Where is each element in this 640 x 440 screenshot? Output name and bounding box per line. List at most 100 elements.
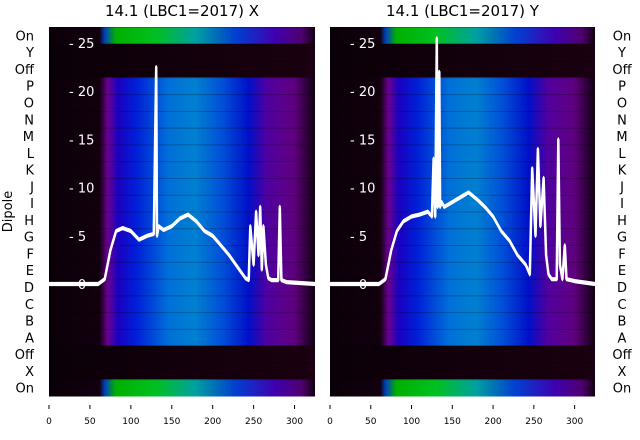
heatmap-row — [330, 295, 595, 313]
heatmap-row — [330, 177, 595, 196]
row-label: I — [620, 197, 624, 212]
heatmap-row — [330, 278, 595, 296]
x-tick-label: 300 — [566, 417, 583, 427]
row-divider — [330, 94, 595, 96]
overlay-y-tick-label: - 25 — [350, 37, 375, 52]
row-divider — [49, 328, 315, 330]
row-label: F — [618, 247, 625, 262]
row-divider — [330, 43, 595, 45]
overlay-line — [49, 67, 316, 287]
heatmap-row — [49, 60, 315, 78]
row-divider — [330, 211, 595, 213]
row-label: L — [27, 147, 35, 162]
x-tick-label: 100 — [403, 417, 420, 427]
x-tick-label: 250 — [525, 417, 542, 427]
row-label: On — [613, 29, 631, 44]
row-divider — [330, 312, 595, 314]
heatmap-row — [49, 161, 315, 179]
row-label: Off — [15, 63, 35, 78]
row-divider — [49, 43, 315, 45]
row-divider — [330, 228, 595, 230]
row-divider — [49, 27, 315, 28]
x-tick-label: 150 — [444, 417, 461, 427]
row-divider — [49, 228, 315, 230]
heatmap-row — [330, 60, 595, 78]
row-label: G — [24, 231, 34, 246]
heatmap-row — [330, 228, 595, 246]
heatmap-row — [49, 295, 315, 313]
x-tick-label: 100 — [122, 417, 139, 427]
row-divider — [49, 177, 315, 179]
x-tick-label: 150 — [163, 417, 180, 427]
row-divider — [49, 345, 315, 347]
heatmap-row — [49, 177, 315, 196]
row-label: B — [25, 315, 34, 330]
row-label: P — [26, 80, 34, 95]
heatmap-row — [330, 312, 595, 330]
row-label: E — [26, 264, 34, 279]
heatmap-row — [49, 110, 315, 129]
overlay-y-tick-label: - 5 — [350, 230, 367, 245]
row-label: Off — [612, 348, 632, 363]
row-divider — [49, 77, 315, 79]
heatmap-row — [330, 362, 595, 380]
row-label: P — [618, 80, 626, 95]
row-label: E — [618, 264, 626, 279]
row-divider — [49, 245, 315, 247]
heatmap-row — [49, 278, 315, 296]
row-divider — [49, 161, 315, 163]
row-label: I — [30, 197, 34, 212]
heatmap-row — [330, 77, 595, 95]
heatmap-row — [49, 144, 315, 162]
row-label: K — [25, 164, 34, 179]
row-label: X — [25, 365, 34, 380]
heatmap-row — [49, 312, 315, 330]
row-label: O — [24, 96, 34, 111]
row-divider — [49, 110, 315, 112]
heatmap-row — [330, 211, 595, 229]
heatmap-row — [330, 261, 595, 280]
row-label: On — [16, 382, 34, 397]
heatmap-row — [330, 127, 595, 145]
row-divider — [330, 144, 595, 146]
heatmap-row — [330, 94, 595, 112]
heatmap-row — [49, 379, 315, 397]
heatmap-row — [49, 345, 315, 363]
row-label: A — [618, 331, 627, 346]
row-divider — [49, 312, 315, 314]
row-divider — [330, 278, 595, 280]
x-tick-label: 200 — [484, 417, 501, 427]
row-label: J — [29, 180, 34, 195]
overlay-y-tick-label: - 20 — [350, 85, 375, 100]
heatmap-row — [49, 77, 315, 95]
overlay-y-tick-label: - 5 — [69, 230, 86, 245]
heatmap-row — [49, 362, 315, 380]
row-divider — [330, 77, 595, 79]
row-label: Y — [25, 46, 34, 61]
row-divider — [330, 245, 595, 247]
row-label: F — [27, 247, 34, 262]
row-label: C — [25, 298, 34, 313]
x-tick-label: 50 — [84, 417, 96, 427]
row-label: On — [613, 382, 631, 397]
row-label: N — [24, 113, 34, 128]
heatmap-row — [49, 245, 315, 263]
overlay-y-tick-label: - 15 — [350, 133, 375, 148]
row-divider — [49, 60, 315, 62]
row-label: Y — [617, 46, 626, 61]
row-divider — [330, 110, 595, 112]
row-divider — [49, 295, 315, 297]
row-label: M — [23, 130, 34, 145]
heatmap-row — [49, 211, 315, 229]
x-tick-label: 50 — [365, 417, 377, 427]
heatmap-row — [49, 94, 315, 112]
row-divider — [49, 127, 315, 129]
heatmap-row — [49, 328, 315, 347]
row-divider — [330, 345, 595, 347]
heatmap-row — [330, 110, 595, 129]
row-label: A — [25, 331, 34, 346]
heatmap-row — [49, 228, 315, 246]
row-divider — [330, 295, 595, 297]
overlay-y-tick-label: - 25 — [69, 37, 94, 52]
